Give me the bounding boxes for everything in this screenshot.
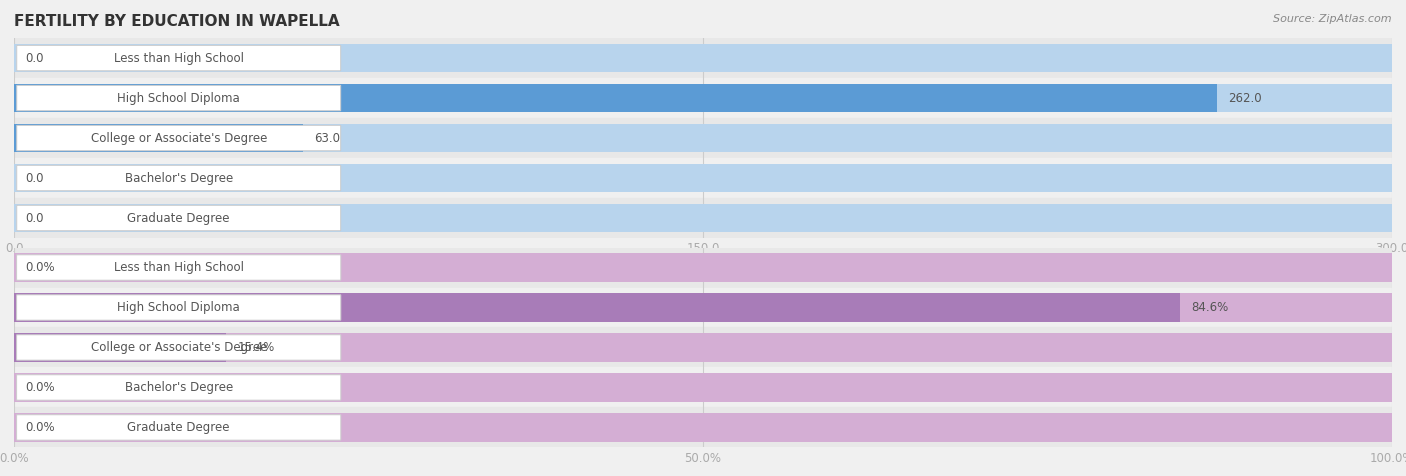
Text: 0.0%: 0.0%: [25, 381, 55, 394]
Bar: [14, 84, 1218, 112]
FancyBboxPatch shape: [17, 205, 340, 231]
Text: Less than High School: Less than High School: [114, 261, 243, 274]
FancyBboxPatch shape: [17, 375, 340, 400]
Bar: [14, 78, 1392, 118]
Bar: [14, 293, 1180, 322]
Text: FERTILITY BY EDUCATION IN WAPELLA: FERTILITY BY EDUCATION IN WAPELLA: [14, 14, 340, 30]
Bar: [14, 327, 1392, 367]
Bar: [14, 367, 1392, 407]
Text: Bachelor's Degree: Bachelor's Degree: [125, 381, 233, 394]
Bar: [14, 164, 1392, 192]
Bar: [14, 158, 1392, 198]
FancyBboxPatch shape: [17, 45, 340, 71]
Bar: [14, 198, 1392, 238]
Text: Graduate Degree: Graduate Degree: [128, 211, 231, 225]
FancyBboxPatch shape: [17, 255, 340, 280]
Bar: [14, 288, 1392, 327]
Bar: [14, 333, 1392, 362]
Text: Graduate Degree: Graduate Degree: [128, 421, 231, 434]
Text: 262.0: 262.0: [1229, 91, 1263, 105]
Bar: [14, 373, 1392, 402]
FancyBboxPatch shape: [17, 335, 340, 360]
Text: 63.0: 63.0: [315, 131, 340, 145]
Text: College or Associate's Degree: College or Associate's Degree: [90, 341, 267, 354]
Bar: [14, 44, 1392, 72]
Text: Source: ZipAtlas.com: Source: ZipAtlas.com: [1274, 14, 1392, 24]
FancyBboxPatch shape: [17, 125, 340, 151]
Bar: [14, 413, 1392, 442]
Text: 0.0: 0.0: [25, 51, 44, 65]
Bar: [14, 407, 1392, 447]
Bar: [14, 248, 1392, 288]
Text: 0.0: 0.0: [25, 171, 44, 185]
FancyBboxPatch shape: [17, 85, 340, 111]
Text: 0.0%: 0.0%: [25, 421, 55, 434]
Text: 0.0: 0.0: [25, 211, 44, 225]
Bar: [14, 124, 304, 152]
FancyBboxPatch shape: [17, 415, 340, 440]
Text: Less than High School: Less than High School: [114, 51, 243, 65]
Text: 84.6%: 84.6%: [1191, 301, 1227, 314]
Bar: [14, 293, 1392, 322]
Text: High School Diploma: High School Diploma: [117, 301, 240, 314]
Bar: [14, 333, 226, 362]
Text: Bachelor's Degree: Bachelor's Degree: [125, 171, 233, 185]
Text: 0.0%: 0.0%: [25, 261, 55, 274]
Bar: [14, 204, 1392, 232]
FancyBboxPatch shape: [17, 295, 340, 320]
Text: High School Diploma: High School Diploma: [117, 91, 240, 105]
Text: 15.4%: 15.4%: [238, 341, 274, 354]
Bar: [14, 84, 1392, 112]
Bar: [14, 124, 1392, 152]
Bar: [14, 118, 1392, 158]
Bar: [14, 253, 1392, 282]
Bar: [14, 38, 1392, 78]
FancyBboxPatch shape: [17, 165, 340, 191]
Text: College or Associate's Degree: College or Associate's Degree: [90, 131, 267, 145]
